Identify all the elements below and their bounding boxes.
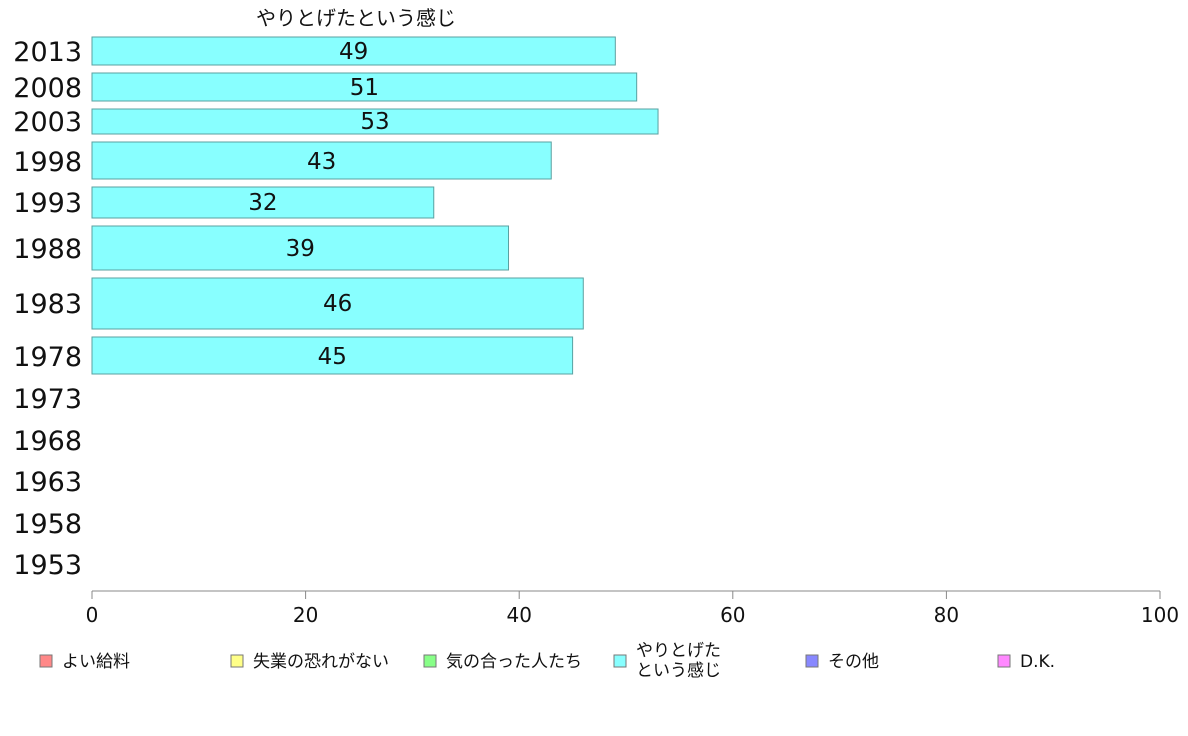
bar-2003: [91, 108, 659, 135]
x-tick-label-0: 0: [86, 603, 99, 627]
legend-label-4: その他: [828, 652, 879, 672]
year-label-1988: 1988: [13, 234, 82, 265]
bar-1988: [91, 225, 510, 271]
legend-label-0: よい給料: [62, 652, 130, 672]
bar-1993: [91, 186, 435, 219]
legend-swatch-4: [805, 654, 819, 668]
x-tick-label-100: 100: [1141, 603, 1179, 627]
bar-value-label-1978: 45: [318, 344, 347, 370]
bar-value-label-1993: 32: [248, 190, 277, 216]
bar-value-label-2003: 53: [360, 109, 389, 135]
year-label-1993: 1993: [13, 188, 82, 219]
x-axis: 0 20 40 60 80 100: [86, 590, 1179, 627]
year-label-1978: 1978: [13, 342, 82, 373]
chart-title: やりとげたという感じ: [256, 6, 456, 30]
year-label-1963: 1963: [13, 467, 82, 498]
year-label-1973: 1973: [13, 384, 82, 415]
legend-label-2: 気の合った人たち: [446, 652, 582, 672]
legend-label-1: 失業の恐れがない: [253, 652, 389, 672]
x-tick-label-60: 60: [720, 603, 745, 627]
year-label-1958: 1958: [13, 509, 82, 540]
year-label-1998: 1998: [13, 147, 82, 178]
legend-swatch-2: [423, 654, 437, 668]
legend: よい給料 失業の恐れがない 気の合った人たち やりとげたという感じ その他 D.K.: [39, 641, 1055, 681]
bar-2008: [91, 72, 638, 102]
legend-swatch-5: [997, 654, 1011, 668]
bar-value-label-2013: 49: [339, 39, 368, 65]
year-label-1983: 1983: [13, 289, 82, 320]
bar-value-label-1983: 46: [323, 291, 352, 317]
bar-1998: [91, 141, 552, 180]
legend-swatch-1: [230, 654, 244, 668]
year-label-2003: 2003: [13, 107, 82, 138]
bar-value-label-1998: 43: [307, 149, 336, 175]
year-label-1968: 1968: [13, 426, 82, 457]
bar-1983: [91, 277, 584, 330]
legend-swatch-0: [39, 654, 53, 668]
year-label-2013: 2013: [13, 37, 82, 68]
legend-label-3: やりとげたという感じ: [636, 641, 721, 681]
bar-2013: [91, 36, 616, 66]
bar-value-label-1988: 39: [286, 236, 315, 262]
x-tick-label-80: 80: [934, 603, 959, 627]
year-label-1953: 1953: [13, 550, 82, 581]
legend-label-5: D.K.: [1020, 652, 1055, 672]
year-label-2008: 2008: [13, 73, 82, 104]
legend-swatch-3: [613, 654, 627, 668]
bar-1978: [91, 336, 574, 375]
x-tick-label-40: 40: [506, 603, 531, 627]
bar-value-label-2008: 51: [350, 75, 379, 101]
x-tick-label-20: 20: [293, 603, 318, 627]
bars-layer: 49 51 53 43 32 39 46 45: [91, 36, 659, 375]
